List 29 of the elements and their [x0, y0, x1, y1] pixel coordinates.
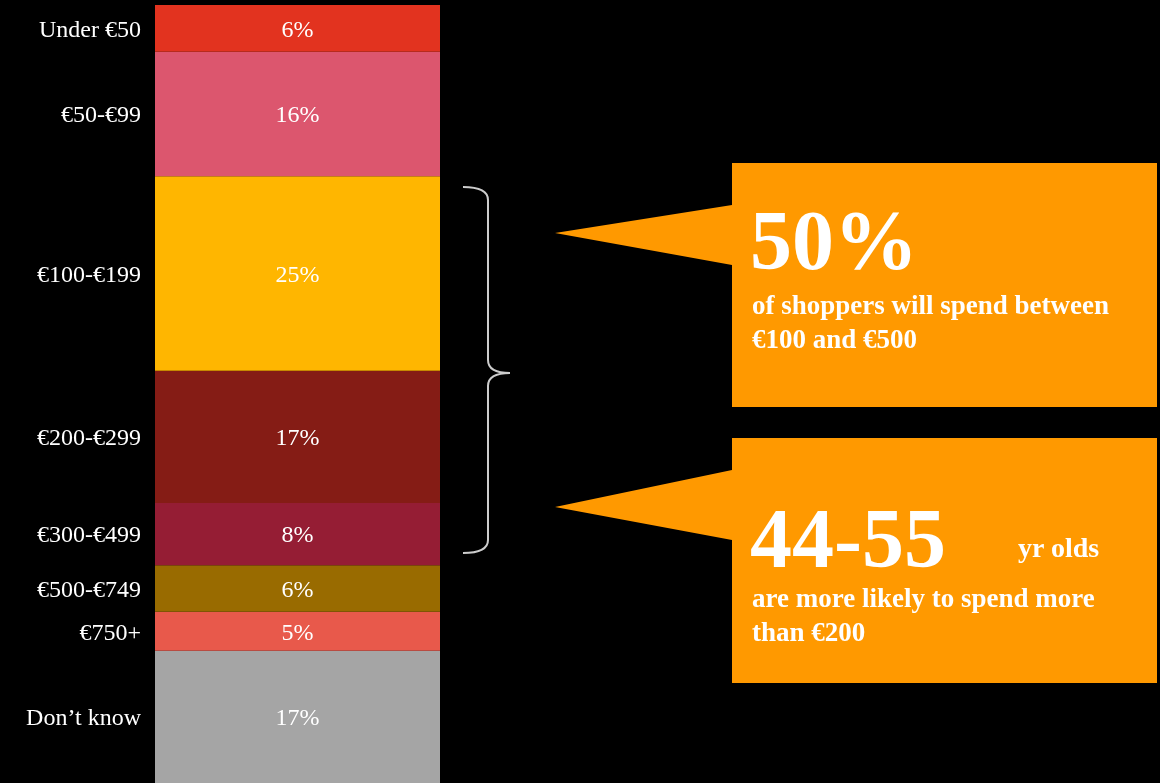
bar	[155, 370, 440, 503]
bar	[155, 565, 440, 612]
data-label: 6%	[281, 15, 314, 42]
series-label: Don’t know	[26, 704, 142, 731]
text: 44-55	[750, 492, 946, 585]
data-label: 16%	[275, 101, 320, 128]
data-label: 17%	[275, 424, 320, 451]
text: of shoppers will spend between €100 and €500	[752, 289, 1111, 356]
series-label: €200-€299	[37, 424, 141, 451]
text: 50%	[750, 194, 918, 287]
bar	[155, 5, 440, 52]
series-label: €750+	[79, 618, 141, 645]
series-label: €500-€749	[37, 575, 141, 602]
text: yr olds	[1018, 531, 1100, 565]
series-label: €300-€499	[37, 521, 141, 548]
text: are more likely to spend more than €200	[752, 582, 1096, 649]
bar	[155, 650, 440, 783]
bar	[155, 502, 440, 566]
bar	[155, 176, 440, 371]
data-label: 25%	[275, 260, 320, 287]
series-label: €100-€199	[37, 260, 141, 287]
data-label: 8%	[281, 521, 314, 548]
series-label: €50-€99	[61, 101, 141, 128]
series-label: Under €50	[39, 15, 141, 42]
data-label: 6%	[281, 575, 314, 602]
bar	[155, 51, 440, 177]
data-label: 17%	[275, 704, 320, 731]
data-label: 5%	[281, 618, 314, 645]
bar	[155, 611, 440, 651]
